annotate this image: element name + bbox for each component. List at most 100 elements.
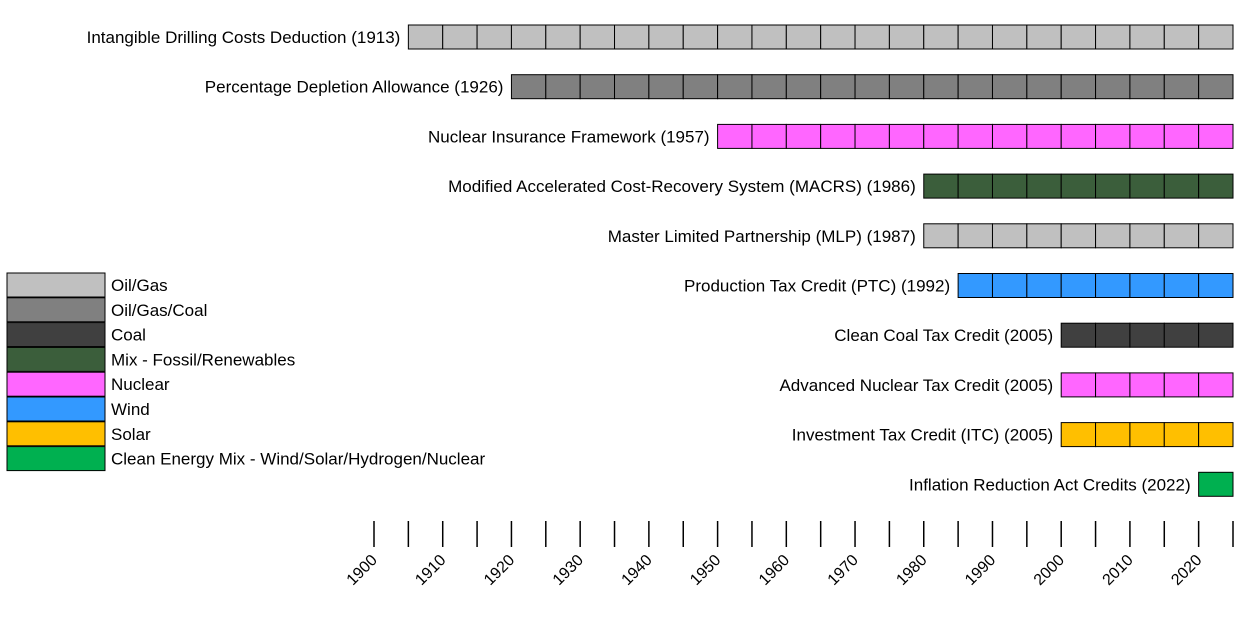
bar-segment (1198, 24, 1234, 50)
bar-segment (1163, 173, 1200, 199)
policy-row: Production Tax Credit (PTC) (1992) (684, 273, 1234, 298)
bar-segment (1060, 422, 1097, 448)
x-tick-label: 1900 (344, 552, 381, 589)
bar-segment (1026, 123, 1062, 149)
bar-segment (1060, 273, 1097, 298)
legend-item: Coal (6, 322, 146, 348)
legend-swatch (6, 346, 106, 372)
legend-label: Mix - Fossil/Renewables (111, 350, 295, 369)
x-tick-label: 2010 (1100, 552, 1137, 589)
bar-segment (1095, 24, 1131, 50)
policy-row: Inflation Reduction Act Credits (2022) (909, 471, 1234, 497)
bar-segment (1198, 123, 1234, 149)
bar-segment (957, 24, 993, 50)
bar-segment (854, 74, 890, 100)
legend-item: Clean Energy Mix - Wind/Solar/Hydrogen/N… (6, 446, 485, 472)
bar-segment (1163, 74, 1200, 100)
policy-row: Advanced Nuclear Tax Credit (2005) (779, 372, 1234, 398)
legend-swatch (6, 396, 106, 422)
bar-segment (579, 74, 616, 100)
bar-segment (785, 24, 822, 50)
policy-row: Percentage Depletion Allowance (1926) (205, 74, 1234, 100)
bar-segment (648, 24, 684, 50)
bar-segment (545, 24, 581, 50)
bar-segment (717, 24, 753, 50)
bar-segment (991, 173, 1028, 199)
bar-segment (1060, 173, 1097, 199)
bar-segment (1060, 372, 1097, 398)
policy-label: Inflation Reduction Act Credits (2022) (909, 475, 1191, 494)
x-tick-label: 1960 (756, 552, 793, 589)
bar-segment (1163, 223, 1200, 249)
x-tick-label: 2000 (1031, 552, 1068, 589)
bar-segment (1060, 24, 1097, 50)
bar-segment (1095, 223, 1131, 249)
bar-segment (717, 123, 753, 149)
bar-segment (1198, 273, 1234, 298)
bar-segment (1129, 223, 1165, 249)
bar-segment (1198, 322, 1234, 348)
bar-segment (991, 273, 1028, 298)
bar-segment (1060, 322, 1097, 348)
x-tick-label: 1910 (412, 552, 449, 589)
x-tick-label: 1940 (619, 552, 656, 589)
policy-row: Nuclear Insurance Framework (1957) (428, 123, 1234, 149)
bar-segment (991, 223, 1028, 249)
bar-segment (1095, 123, 1131, 149)
legend-item: Nuclear (6, 371, 170, 397)
x-axis: 1900 1910 1920 1930 1940 1950 1960 1970 1980 1990… (344, 521, 1234, 589)
bar-segment (1129, 123, 1165, 149)
legend-item: Solar (6, 421, 151, 447)
bar-segment (682, 24, 719, 50)
bar-segment (923, 223, 959, 249)
x-tick-label: 2020 (1168, 552, 1205, 589)
legend-swatch (6, 371, 106, 397)
bar-segment (1163, 322, 1200, 348)
legend-item: Oil/Gas/Coal (6, 297, 207, 323)
bar-segment (1129, 24, 1165, 50)
legend-swatch (6, 322, 106, 348)
policy-label: Investment Tax Credit (ITC) (2005) (792, 426, 1053, 445)
policy-row: Master Limited Partnership (MLP) (1987) (608, 223, 1234, 249)
policy-label: Clean Coal Tax Credit (2005) (834, 326, 1053, 345)
bar-segment (957, 223, 993, 249)
policy-row: Modified Accelerated Cost-Recovery Syste… (448, 173, 1234, 199)
bar-segment (1095, 372, 1131, 398)
bar-segment (1198, 173, 1234, 199)
bar-segment (888, 24, 925, 50)
bar-segment (1095, 422, 1131, 448)
policy-label: Nuclear Insurance Framework (1957) (428, 127, 710, 146)
legend: Oil/Gas Oil/Gas/Coal Coal Mix - Fossil/Rene… (6, 272, 485, 472)
bar-segment (1129, 422, 1165, 448)
bar-segment (991, 74, 1028, 100)
bar-segment (1163, 422, 1200, 448)
bar-segment (1129, 372, 1165, 398)
bar-segment (1095, 273, 1131, 298)
legend-swatch (6, 446, 106, 472)
bar-segment (923, 173, 959, 199)
bar-segment (785, 74, 822, 100)
bar-segment (1026, 273, 1062, 298)
bar-segment (751, 123, 787, 149)
bar-segment (1198, 471, 1234, 497)
bar-segment (751, 24, 787, 50)
bar-segment (545, 74, 581, 100)
bar-segment (1198, 223, 1234, 249)
x-tick-label: 1930 (550, 552, 587, 589)
bar-segment (614, 24, 650, 50)
bar-segment (579, 24, 616, 50)
x-tick-label: 1920 (481, 552, 518, 589)
bar-segment (1163, 24, 1200, 50)
bar-segment (1026, 24, 1062, 50)
bar-segment (957, 123, 993, 149)
bar-segment (923, 24, 959, 50)
legend-item: Wind (6, 396, 150, 422)
policy-row: Intangible Drilling Costs Deduction (191… (87, 24, 1234, 50)
policy-row: Clean Coal Tax Credit (2005) (834, 322, 1234, 348)
bar-segment (888, 123, 925, 149)
bar-segment (1163, 372, 1200, 398)
policy-label: Intangible Drilling Costs Deduction (191… (87, 28, 401, 47)
bar-segment (407, 24, 444, 50)
bar-segment (476, 24, 512, 50)
